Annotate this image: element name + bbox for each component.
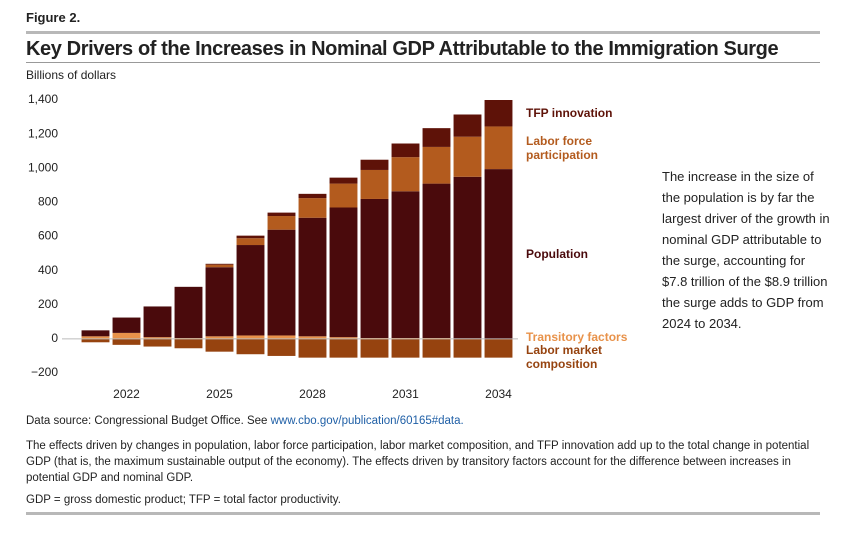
source: Data source: Congressional Budget Office… xyxy=(26,415,464,427)
bar-segment xyxy=(81,338,110,343)
x-tick-label: 2028 xyxy=(299,387,326,401)
bar-segment xyxy=(205,264,234,268)
bar-segment xyxy=(391,338,420,358)
bar-segment xyxy=(236,235,265,239)
bar-segment xyxy=(298,193,327,199)
y-tick-label: 1,000 xyxy=(28,160,58,174)
legend-label: Population xyxy=(526,246,588,261)
bar-segment xyxy=(360,169,389,199)
bar-segment xyxy=(329,337,358,339)
bar-segment xyxy=(298,198,327,218)
y-tick-label: −200 xyxy=(31,365,58,379)
legend-label: Labor force participation xyxy=(526,133,599,162)
y-tick-label: 200 xyxy=(38,297,58,311)
bar-segment xyxy=(422,183,451,339)
y-tick-label: 1,400 xyxy=(28,92,58,106)
bar-segment xyxy=(422,146,451,184)
bar-segment xyxy=(205,263,234,265)
bar-segment xyxy=(143,338,172,347)
bar-segment xyxy=(453,136,482,177)
bar-segment xyxy=(453,338,482,358)
rule xyxy=(26,31,820,34)
bar-segment xyxy=(484,100,513,127)
x-tick-label: 2034 xyxy=(485,387,512,401)
y-tick-label: 1,200 xyxy=(28,126,58,140)
bar-segment xyxy=(205,338,234,352)
bar-segment xyxy=(329,338,358,358)
bar-segment xyxy=(267,216,296,230)
bar-segment xyxy=(236,238,265,246)
y-tick-label: 600 xyxy=(38,229,58,243)
rule xyxy=(26,62,820,63)
notes: The effects driven by changes in populat… xyxy=(26,440,810,484)
bar-segment xyxy=(422,128,451,147)
bar-segment xyxy=(174,286,203,339)
bar-segment xyxy=(205,267,234,337)
bar-segment xyxy=(174,338,203,349)
bar-segment xyxy=(267,335,296,339)
bar-segment xyxy=(360,198,389,339)
y-axis-label: Billions of dollars xyxy=(26,68,117,82)
bar-segment xyxy=(143,337,172,339)
bar-segment xyxy=(267,229,296,336)
bar-segment xyxy=(112,317,141,333)
bar-segment xyxy=(205,336,234,339)
bar-segment xyxy=(329,207,358,338)
bar-segment xyxy=(329,177,358,184)
bar-segment xyxy=(298,217,327,337)
source-text: Data source: Congressional Budget Office… xyxy=(26,415,271,427)
bar-segment xyxy=(360,159,389,170)
bar-segment xyxy=(112,338,141,345)
bar-segment xyxy=(236,245,265,336)
bar-segment xyxy=(236,338,265,355)
annotation: The increase in the size of the populati… xyxy=(662,169,830,331)
rule xyxy=(26,512,820,515)
figure-label: Figure 2. xyxy=(26,10,81,25)
bar-segment xyxy=(298,338,327,358)
bar-segment xyxy=(267,212,296,217)
legend-label: Transitory factors xyxy=(526,329,628,344)
bar-segment xyxy=(81,336,110,339)
bar-segment xyxy=(484,126,513,170)
bar-segment xyxy=(391,191,420,339)
y-tick-label: 400 xyxy=(38,263,58,277)
bar-segment xyxy=(453,114,482,137)
bar-segment xyxy=(236,335,265,339)
x-tick-label: 2025 xyxy=(206,387,233,401)
bar-segment xyxy=(143,306,172,338)
bar-segment xyxy=(81,330,110,337)
bar-segment xyxy=(298,336,327,339)
bar-segment xyxy=(391,143,420,158)
bar-segment xyxy=(484,338,513,358)
bar-segment xyxy=(267,338,296,356)
bar-segment xyxy=(453,176,482,339)
legend-label: Labor market composition xyxy=(526,342,603,371)
bar-segment xyxy=(360,338,389,358)
bar-segment xyxy=(112,332,141,339)
legend-label: TFP innovation xyxy=(526,106,613,121)
bar-segment xyxy=(484,169,513,339)
bar-segment xyxy=(422,338,451,358)
bar-segment xyxy=(391,157,420,192)
y-tick-label: 0 xyxy=(51,331,58,345)
bar-segment xyxy=(329,183,358,208)
abbreviations: GDP = gross domestic product; TFP = tota… xyxy=(26,494,341,506)
x-tick-label: 2022 xyxy=(113,387,140,401)
y-tick-label: 800 xyxy=(38,195,58,209)
source-link[interactable]: www.cbo.gov/publication/60165#data. xyxy=(270,415,464,427)
x-tick-label: 2031 xyxy=(392,387,419,401)
chart-title: Key Drivers of the Increases in Nominal … xyxy=(26,38,779,60)
